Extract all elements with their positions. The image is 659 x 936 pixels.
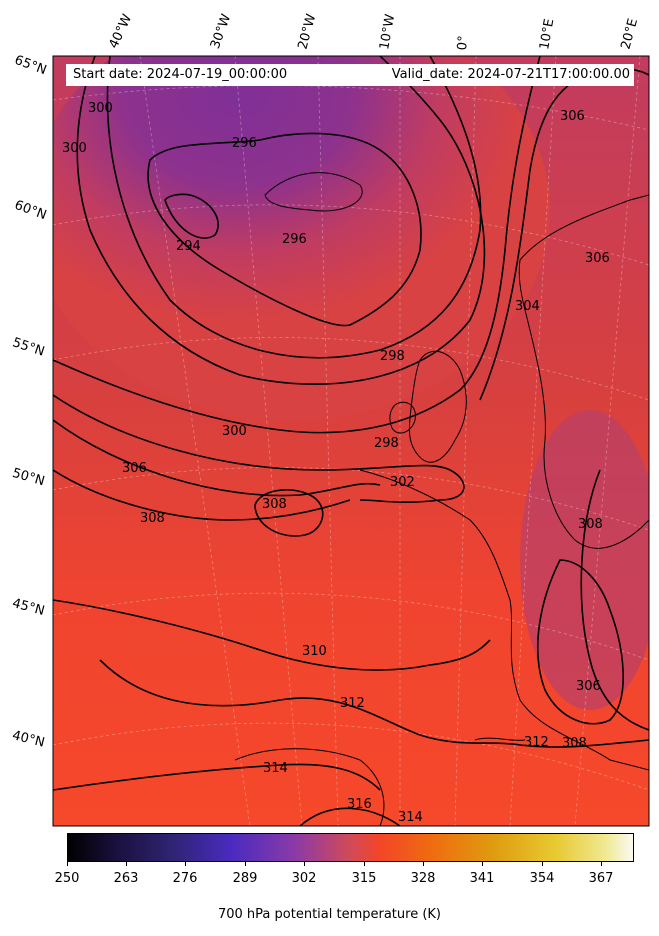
colorbar-label: 354 [529,871,555,886]
contour-label: 308 [262,497,287,512]
colorbar [67,833,634,862]
contour-label: 312 [340,696,365,711]
contour-label: 300 [62,141,87,156]
contour-label: 296 [232,136,257,151]
valid-date: Valid_date: 2024-07-21T17:00:00.00 [391,67,630,82]
start-date: Start date: 2024-07-19_00:00:00 [73,67,288,82]
contour-label: 308 [578,517,603,532]
coastlines [234,172,649,826]
iberia-coast [234,748,385,826]
contour-300 [76,56,486,386]
britain-coast [408,350,467,463]
colorbar-label: 263 [113,871,139,886]
contour-label: 308 [562,736,587,751]
contour-316 [299,807,401,826]
contour-label: 306 [585,251,610,266]
colorbar-tick [423,862,424,866]
contour-310 [53,599,491,671]
contour-308-west [53,469,351,521]
contour-302 [53,56,541,434]
map-panel: 300 300 296 294 296 298 304 306 306 300 … [53,56,649,826]
contour-314 [53,763,381,791]
contour-label: 306 [122,461,147,476]
graticule [53,56,649,826]
contour-label: 308 [140,511,165,526]
contour-label: 294 [176,239,201,254]
contour-308-ring [254,489,324,537]
contour-label: 310 [302,644,327,659]
continent-coast [359,469,649,771]
colorbar-tick [245,862,246,866]
colorbar-title: 700 hPa potential temperature (K) [217,907,441,922]
contour-label: 304 [515,299,540,314]
contour-label: 300 [88,101,113,116]
colorbar-label: 250 [54,871,80,886]
contour-298 [106,56,482,359]
colorbar-tick [482,862,483,866]
scandinavia-coast [518,194,649,549]
contour-294 [164,193,219,239]
contour-label: 314 [398,810,423,825]
contour-312 [99,659,649,748]
lon-label: 0° [455,34,472,51]
contour-label: 316 [347,797,372,812]
contour-label: 296 [282,232,307,247]
colorbar-tick [126,862,127,866]
colorbar-tick [67,862,68,866]
contour-label: 298 [380,349,405,364]
contour-308-east [580,469,649,731]
colorbar-label: 341 [469,871,495,886]
colorbar-tick [364,862,365,866]
colorbar-label: 328 [410,871,436,886]
colorbar-label: 302 [291,871,317,886]
date-info-box: Start date: 2024-07-19_00:00:00 Valid_da… [66,64,634,86]
scandinavia-cool-shading [520,410,649,710]
contour-296 [147,132,422,327]
contour-labels: 300 300 296 294 296 298 304 306 306 300 … [62,101,610,825]
colorbar-label: 367 [588,871,614,886]
contour-label: 306 [560,109,585,124]
cold-pool-shading [53,56,550,420]
contour-label: 314 [263,761,288,776]
contour-label: 302 [390,475,415,490]
contour-306-east [536,559,624,725]
contour-label: 298 [374,436,399,451]
contour-304 [53,394,465,504]
contours [53,56,649,826]
colorbar-label: 315 [351,871,377,886]
colorbar-tick [601,862,602,866]
map-frame [52,55,650,827]
contour-label: 306 [576,679,601,694]
colorbar-tick [304,862,305,866]
contour-label: 312 [524,735,549,750]
colorbar-tick [185,862,186,866]
colorbar-label: 276 [172,871,198,886]
ireland-coast [389,401,416,434]
colorbar-tick [542,862,543,866]
mediterranean-coast [474,737,526,741]
colorbar-label: 289 [232,871,258,886]
iceland-coast [264,172,363,212]
contour-label: 300 [222,424,247,439]
